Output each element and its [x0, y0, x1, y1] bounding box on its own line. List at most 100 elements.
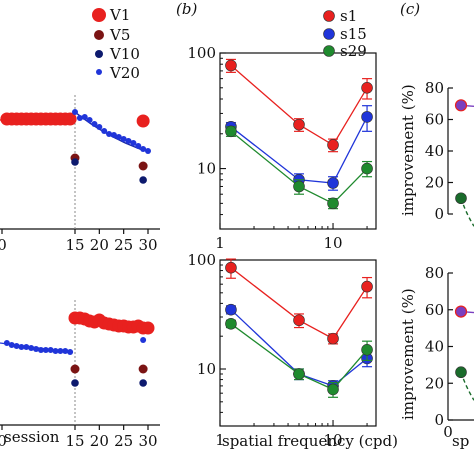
y-tick-label-80: 80: [425, 264, 444, 282]
point-v20-2: [81, 114, 88, 120]
legend-marker-s15: [323, 28, 335, 40]
a-bottom-points: [0, 311, 155, 387]
point-purple-0: [454, 305, 468, 318]
line-s29: [230, 130, 368, 205]
point-s1-2: [327, 139, 339, 151]
point-v10-1: [139, 379, 147, 387]
point-v20-15: [145, 148, 151, 154]
y-tick-label-10: 10: [197, 360, 216, 378]
point-v20-5: [96, 124, 103, 130]
line-s15: [230, 309, 368, 387]
point-v20-10: [120, 136, 127, 142]
point-s29-1: [293, 368, 305, 380]
b-bottom-x-label: spatial frequency (cpd): [222, 432, 398, 450]
legend-marker-v20: [96, 69, 102, 75]
b-bottom-ticks: 1 10 10 100: [187, 251, 368, 449]
y-tick-label-60: 60: [425, 301, 444, 319]
point-s29-2: [327, 383, 339, 396]
point-s1-2: [327, 332, 339, 345]
point-v20-7: [106, 131, 113, 137]
point-v20-1: [76, 115, 83, 121]
point-s29-2: [327, 197, 339, 210]
point-v1-13: [63, 112, 77, 126]
point-v10-1: [139, 176, 147, 184]
point-s29-0: [225, 317, 237, 330]
c-top-y-label: improvement (%): [399, 84, 417, 216]
y-tick-label-80: 80: [425, 79, 444, 97]
a-top-points: [0, 109, 151, 184]
legend-label-v10: V10: [109, 45, 140, 63]
point-s29-3: [361, 162, 373, 175]
line-s1: [230, 267, 368, 340]
x-tick-label-10: 10: [323, 431, 342, 449]
y-tick-label-100: 100: [187, 251, 216, 269]
point-v5-1: [138, 364, 148, 374]
point-green-0: [455, 192, 467, 205]
point-s1-1: [293, 118, 305, 131]
y-tick-label-20: 20: [425, 374, 444, 392]
line-s15: [230, 116, 368, 184]
point-s1-1: [293, 314, 305, 327]
point-v20-14: [140, 146, 147, 152]
point-v10-0: [71, 158, 79, 166]
c-bottom-y-ticks: 0 20 40 60 80: [425, 264, 453, 429]
x-tick-label-25: 25: [114, 236, 133, 254]
legend-label-s15: s15: [340, 25, 367, 43]
point-v1-14: [136, 114, 150, 128]
x-tick-label-30: 30: [138, 432, 157, 450]
c-bottom-series: [454, 305, 474, 401]
x-tick-label-20: 20: [90, 432, 109, 450]
y-tick-label-20: 20: [425, 174, 444, 192]
legend-marker-s29: [323, 45, 335, 57]
point-s15-2: [327, 177, 339, 189]
point-v20-0: [72, 109, 78, 115]
x-tick-label-0: 0: [0, 432, 7, 450]
c-bottom-y-label: improvement (%): [399, 288, 417, 420]
legend-label-s1: s1: [340, 7, 357, 25]
legend-marker-s1: [323, 10, 335, 22]
legend-label-v5: V5: [109, 26, 130, 44]
b-legend: s1 s15 s29: [323, 7, 367, 60]
point-s29-1: [293, 180, 305, 193]
point-v20-9: [115, 134, 122, 140]
legend-marker-v5: [94, 30, 104, 40]
point-purple-0: [454, 99, 468, 112]
c-top-series: [454, 99, 474, 227]
point-v20-4: [91, 121, 98, 127]
panel-c-bottom: 0 20 40 60 80 improvement (%) 0 sp: [399, 264, 474, 450]
point-s15-0: [225, 303, 237, 316]
x-tick-label-1: 1: [215, 234, 225, 252]
y-tick-label-10: 10: [197, 160, 216, 178]
y-tick-label-100: 100: [187, 44, 216, 62]
x-tick-label-15: 15: [65, 432, 84, 450]
panel-b-bottom: 1 10 10 100 spatial frequency (cpd): [187, 251, 398, 450]
b-top-series: [225, 58, 373, 210]
legend-label-s29: s29: [340, 42, 367, 60]
y-tick-label-60: 60: [425, 111, 444, 129]
point-s1-3: [361, 280, 373, 293]
point-v10-0: [71, 379, 79, 387]
point-v20-4: [23, 344, 30, 350]
point-v20-6: [101, 128, 108, 134]
point-v1-15: [141, 321, 155, 335]
b-top-ticks: 1 10 10 100: [187, 44, 368, 252]
c-bottom-x-label: sp: [452, 432, 469, 450]
a-bottom-x-label: session: [4, 428, 60, 446]
point-v20-11: [125, 138, 132, 144]
legend-marker-v10: [95, 50, 103, 58]
point-v20-3: [86, 117, 93, 123]
x-tick-label-1: 1: [215, 431, 225, 449]
point-s1-3: [361, 81, 373, 94]
c-bottom-x-tick-0: 0: [443, 423, 453, 441]
point-v5-1: [138, 161, 148, 171]
panel-b-top: 1 10 10 100 s1 s15 s29: [187, 7, 377, 252]
y-tick-label-0: 0: [434, 411, 444, 429]
panel-a-top: 0 15 20 25 30 V1 V5 V10 V20: [0, 6, 160, 254]
point-v20-13: [135, 143, 142, 149]
point-s1-0: [225, 59, 237, 72]
point-v20-12: [130, 140, 137, 146]
x-tick-label-10: 10: [323, 234, 342, 252]
point-green-0: [455, 366, 467, 379]
b-bottom-frame: [219, 259, 377, 427]
